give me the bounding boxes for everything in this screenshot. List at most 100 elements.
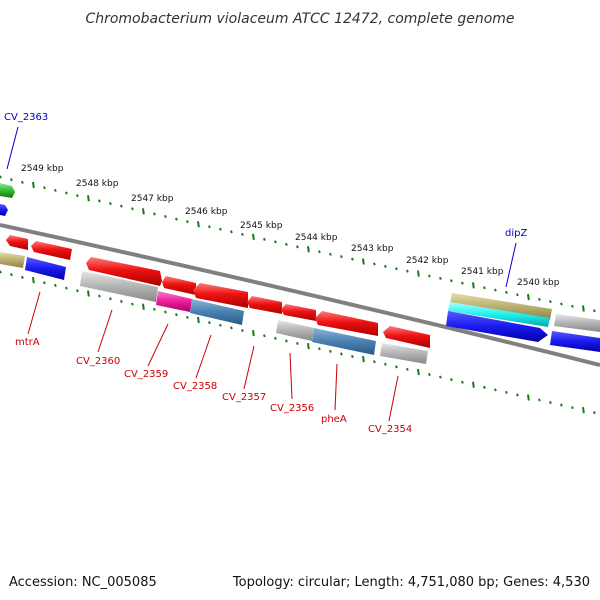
kbp-tick-minor [153, 307, 156, 311]
kbp-tick-minor [285, 339, 288, 343]
gene-feature-green[interactable] [0, 183, 15, 198]
gene-feature-red[interactable] [6, 235, 28, 250]
kbp-tick-major [307, 343, 310, 350]
kbp-tick-minor [329, 349, 332, 353]
gene-feature-gray[interactable] [80, 271, 158, 302]
kbp-tick-major [87, 195, 90, 202]
kbp-tick-ring-upper [0, 175, 596, 313]
kbp-tick-minor [516, 393, 519, 397]
kbp-tick-minor [76, 194, 79, 198]
gene-feature-red[interactable] [31, 241, 72, 260]
kbp-tick-minor [54, 283, 57, 287]
kbp-tick-major [527, 293, 530, 301]
kbp-tick-minor [296, 245, 299, 249]
kbp-tick-minor [0, 175, 2, 179]
kbp-tick-minor [120, 204, 123, 208]
kbp-tick-minor [296, 342, 299, 346]
gene-feature-red[interactable] [281, 304, 316, 321]
kbp-tick-minor [406, 367, 409, 371]
kbp-tick-minor [461, 281, 464, 285]
gene-feature-gray[interactable] [554, 314, 600, 332]
kbp-tick-minor [318, 347, 321, 351]
kbp-tick-minor [516, 293, 519, 297]
kbp-tick-minor [186, 220, 189, 224]
gene-feature-gray[interactable] [276, 320, 314, 341]
kbp-tick-minor [109, 202, 112, 206]
gene-feature-steel[interactable] [312, 328, 376, 355]
gene-feature-red[interactable] [193, 283, 248, 308]
kbp-tick-minor [549, 401, 552, 405]
gene-leader-line [147, 323, 169, 367]
gene-label-cv2359[interactable]: CV_2359 [124, 369, 168, 380]
gene-feature-red[interactable] [86, 257, 162, 286]
gene-label-cv2357[interactable]: CV_2357 [222, 392, 266, 403]
kbp-tick-minor [505, 290, 508, 294]
kbp-tick-minor [373, 360, 376, 364]
gene-feature-blue[interactable] [550, 331, 600, 352]
kbp-tick-minor [483, 385, 486, 389]
gene-label-phea[interactable]: pheA [321, 414, 347, 425]
kbp-tick-minor [571, 304, 574, 308]
kbp-tick-major [582, 406, 585, 414]
gene-label-mtra[interactable]: mtrA [15, 337, 40, 348]
gene-feature-khaki[interactable] [450, 293, 552, 320]
kbp-tick-major [32, 181, 35, 189]
gene-feature-cyan[interactable] [448, 302, 550, 327]
kbp-label: 2548 kbp [76, 179, 119, 189]
kbp-tick-minor [10, 273, 13, 277]
kbp-label: 2547 kbp [131, 194, 174, 204]
gene-leader-line [97, 309, 113, 353]
kbp-label: 2544 kbp [295, 233, 338, 243]
gene-label-cv2363[interactable]: CV_2363 [4, 112, 48, 123]
gene-feature-blue[interactable] [446, 311, 548, 342]
kbp-tick-major [362, 258, 365, 265]
kbp-label: 2545 kbp [240, 221, 283, 231]
genome-backbone [0, 223, 600, 367]
gene-feature-magenta[interactable] [156, 291, 192, 312]
kbp-tick-minor [395, 365, 398, 369]
gene-feature-red[interactable] [247, 296, 282, 314]
kbp-tick-minor [428, 274, 431, 278]
gene-feature-steel[interactable] [190, 299, 244, 325]
kbp-tick-minor [351, 355, 354, 359]
kbp-tick-major [252, 329, 255, 337]
gene-feature-blue[interactable] [0, 204, 8, 216]
kbp-tick-minor [131, 207, 134, 211]
kbp-tick-minor [109, 297, 112, 301]
gene-feature-gray[interactable] [380, 343, 428, 364]
gene-leader-line [195, 334, 212, 379]
kbp-tick-minor [43, 186, 46, 190]
gene-leader-line [334, 363, 338, 411]
kbp-tick-minor [494, 288, 497, 292]
gene-feature-red[interactable] [162, 276, 196, 295]
kbp-tick-minor [285, 242, 288, 246]
kbp-tick-minor [208, 321, 211, 325]
kbp-tick-minor [219, 323, 222, 327]
gene-feature-khaki[interactable] [0, 252, 25, 268]
kbp-tick-major [472, 381, 475, 388]
kbp-tick-minor [538, 297, 541, 301]
gene-feature-red[interactable] [383, 326, 430, 348]
kbp-tick-minor [21, 275, 24, 279]
kbp-tick-minor [263, 334, 266, 338]
kbp-tick-minor [461, 380, 464, 384]
kbp-tick-minor [65, 286, 68, 290]
gene-label-cv2356[interactable]: CV_2356 [270, 403, 314, 414]
kbp-tick-minor [98, 199, 101, 203]
gene-feature-red[interactable] [315, 311, 378, 336]
kbp-tick-minor [318, 250, 321, 254]
gene-label-dipz[interactable]: dipZ [505, 228, 527, 239]
kbp-tick-minor [186, 315, 189, 319]
gene-label-cv2354[interactable]: CV_2354 [368, 424, 412, 435]
kbp-tick-major [32, 276, 35, 284]
gene-label-cv2358[interactable]: CV_2358 [173, 381, 217, 392]
gene-label-cv2360[interactable]: CV_2360 [76, 356, 120, 367]
kbp-label: 2541 kbp [461, 267, 504, 277]
kbp-tick-minor [560, 302, 563, 306]
kbp-tick-minor [164, 215, 167, 219]
kbp-tick-major [142, 208, 145, 215]
kbp-tick-minor [219, 227, 222, 231]
gene-feature-blue[interactable] [25, 257, 66, 280]
kbp-tick-major [417, 270, 420, 277]
kbp-tick-minor [384, 264, 387, 268]
